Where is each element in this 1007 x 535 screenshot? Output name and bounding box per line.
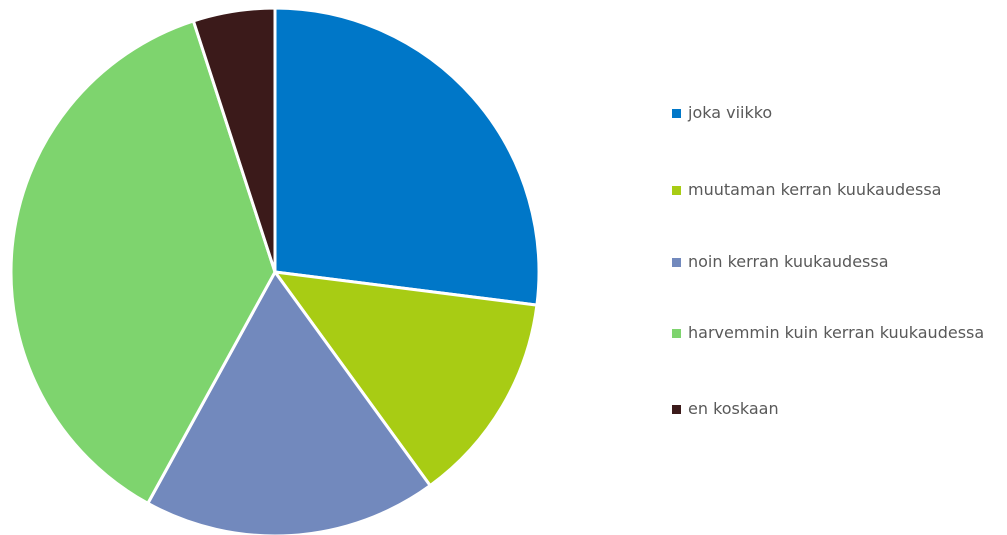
pie-slice [273, 6, 541, 307]
legend-item: noin kerran kuukaudessa [672, 249, 997, 275]
legend-item: en koskaan [672, 396, 997, 422]
legend-item: joka viikko [672, 100, 997, 126]
legend-item: harvemmin kuin kerran kuukaudessa [672, 320, 997, 346]
legend-swatch [672, 186, 681, 195]
pie-slice [191, 6, 277, 274]
legend-label: harvemmin kuin kerran kuukaudessa [688, 323, 985, 342]
legend-label: joka viikko [688, 103, 773, 122]
legend-swatch [672, 329, 681, 338]
legend-label: noin kerran kuukaudessa [688, 252, 889, 271]
legend-label: muutaman kerran kuukaudessa [688, 180, 942, 199]
legend-label: en koskaan [688, 399, 779, 418]
pie-slice [146, 270, 432, 535]
legend-swatch [672, 258, 681, 267]
pie-slice [9, 19, 277, 505]
legend-item: muutaman kerran kuukaudessa [672, 177, 997, 203]
legend-swatch [672, 405, 681, 414]
legend-swatch [672, 109, 681, 118]
pie-slice [273, 270, 539, 488]
